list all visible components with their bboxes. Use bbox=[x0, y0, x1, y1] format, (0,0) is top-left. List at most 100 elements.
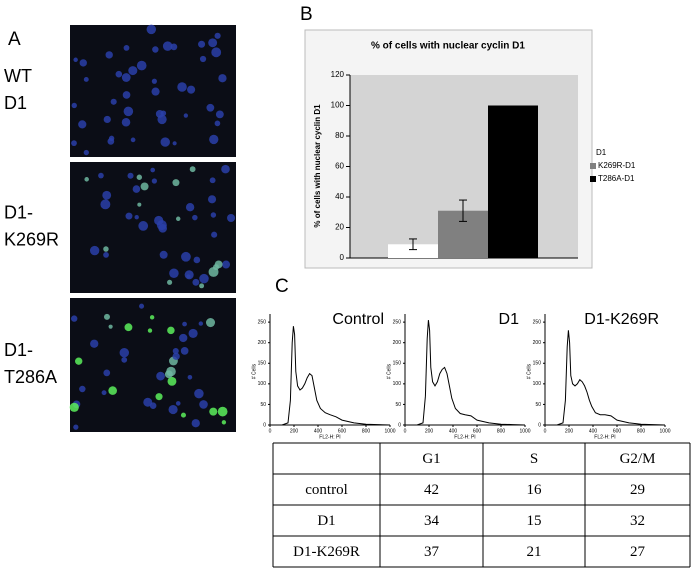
cell-nucleus bbox=[151, 87, 160, 96]
x-tick-label: 400 bbox=[314, 428, 323, 434]
cell-nucleus bbox=[127, 172, 134, 179]
cell-nucleus bbox=[180, 347, 189, 355]
cell-nucleus bbox=[181, 251, 191, 262]
cell-nucleus bbox=[218, 74, 227, 83]
cell-nucleus bbox=[152, 46, 159, 53]
cell-nucleus bbox=[187, 85, 196, 94]
cell-nucleus bbox=[199, 283, 205, 289]
cell-nucleus bbox=[180, 412, 186, 418]
image-label: D1- bbox=[4, 340, 33, 360]
cell-nucleus bbox=[154, 215, 164, 226]
cell-nucleus bbox=[160, 137, 170, 147]
image-label: T286A bbox=[4, 367, 57, 387]
cell-nucleus bbox=[198, 40, 206, 48]
cell-nucleus bbox=[103, 369, 111, 377]
cell-nucleus bbox=[125, 212, 133, 220]
cell-nucleus bbox=[149, 315, 155, 320]
x-tick-label: 1000 bbox=[659, 428, 670, 434]
y-tick-label: 200 bbox=[393, 340, 402, 346]
x-tick-label: 0 bbox=[269, 428, 272, 434]
y-tick-label: 60 bbox=[335, 162, 344, 171]
cell-nucleus bbox=[121, 117, 131, 127]
table-cell: 34 bbox=[424, 513, 440, 529]
y-tick-label: 100 bbox=[258, 381, 267, 387]
x-tick-label: 200 bbox=[565, 428, 574, 434]
cell-nucleus bbox=[71, 140, 77, 147]
cell-nucleus bbox=[108, 324, 113, 329]
cell-nucleus bbox=[102, 190, 112, 200]
cell-nucleus bbox=[103, 115, 111, 124]
table-cell: 16 bbox=[527, 482, 543, 498]
cell-nucleus bbox=[210, 212, 217, 218]
cell-nucleus bbox=[167, 279, 173, 285]
cell-nucleus bbox=[179, 333, 188, 343]
y-tick-label: 250 bbox=[258, 319, 267, 325]
cell-nucleus bbox=[164, 370, 173, 379]
y-tick-label: 250 bbox=[533, 319, 542, 325]
cell-nucleus bbox=[209, 177, 216, 184]
cell-nucleus bbox=[182, 321, 187, 327]
table-cell: G2/M bbox=[620, 451, 656, 467]
cell-nucleus bbox=[188, 328, 198, 338]
cell-nucleus bbox=[155, 393, 163, 401]
cell-nucleus bbox=[119, 347, 130, 358]
y-tick-label: 150 bbox=[393, 361, 402, 367]
y-axis-label: # Cells bbox=[526, 363, 532, 379]
cell-nucleus bbox=[124, 323, 133, 332]
cell-nucleus bbox=[217, 406, 228, 417]
cell-nucleus bbox=[168, 404, 178, 415]
histogram-title: Control bbox=[332, 311, 384, 328]
y-tick-label: 200 bbox=[533, 340, 542, 346]
y-tick-label: 0 bbox=[538, 422, 541, 428]
cell-nucleus bbox=[83, 149, 89, 156]
y-tick-label: 200 bbox=[258, 340, 267, 346]
y-tick-label: 20 bbox=[335, 223, 344, 232]
cell-nucleus bbox=[221, 164, 230, 174]
x-tick-label: 600 bbox=[613, 428, 622, 434]
cell-nucleus bbox=[123, 45, 130, 51]
cell-nucleus bbox=[143, 397, 153, 407]
cell-nucleus bbox=[172, 141, 177, 146]
cell-nucleus bbox=[192, 278, 200, 286]
x-tick-label: 400 bbox=[449, 428, 458, 434]
cell-nucleus bbox=[211, 231, 218, 238]
cell-nucleus bbox=[209, 407, 218, 416]
x-tick-label: 600 bbox=[338, 428, 347, 434]
cell-nucleus bbox=[73, 424, 79, 430]
table-cell: D1-K269R bbox=[293, 544, 360, 560]
cell-nucleus bbox=[193, 256, 201, 264]
x-tick-label: 800 bbox=[362, 428, 371, 434]
cell-nucleus bbox=[167, 376, 177, 386]
y-tick-label: 100 bbox=[533, 381, 542, 387]
y-tick-label: 0 bbox=[340, 253, 345, 262]
cell-nucleus bbox=[115, 70, 123, 78]
cell-nucleus bbox=[121, 356, 128, 363]
cell-nucleus bbox=[175, 216, 181, 222]
x-tick-label: 1000 bbox=[519, 428, 530, 434]
cell-nucleus bbox=[211, 47, 222, 58]
cell-nucleus bbox=[172, 348, 179, 355]
table-cell: G1 bbox=[422, 451, 440, 467]
cell-nucleus bbox=[222, 260, 231, 269]
cell-nucleus bbox=[121, 73, 131, 82]
cell-nucleus bbox=[214, 120, 221, 127]
cell-nucleus bbox=[132, 185, 141, 193]
cell-nucleus bbox=[105, 51, 113, 59]
cell-nucleus bbox=[110, 98, 117, 105]
histogram-title: D1-K269R bbox=[584, 311, 659, 328]
x-tick-label: 200 bbox=[290, 428, 299, 434]
x-tick-label: 800 bbox=[497, 428, 506, 434]
cell-nucleus bbox=[108, 386, 117, 395]
cell-nucleus bbox=[83, 76, 89, 82]
cell-nucleus bbox=[138, 221, 149, 231]
x-tick-label: 1000 bbox=[384, 428, 395, 434]
cell-nucleus bbox=[187, 374, 193, 380]
table-cell: 37 bbox=[424, 544, 440, 560]
cell-nucleus bbox=[227, 213, 236, 223]
cell-nucleus bbox=[79, 59, 87, 67]
cell-nucleus bbox=[136, 174, 143, 180]
cell-nucleus bbox=[213, 264, 220, 271]
legend-label: K269R-D1 bbox=[598, 161, 636, 170]
image-label: D1- bbox=[4, 202, 33, 222]
cell-nucleus bbox=[71, 102, 77, 109]
